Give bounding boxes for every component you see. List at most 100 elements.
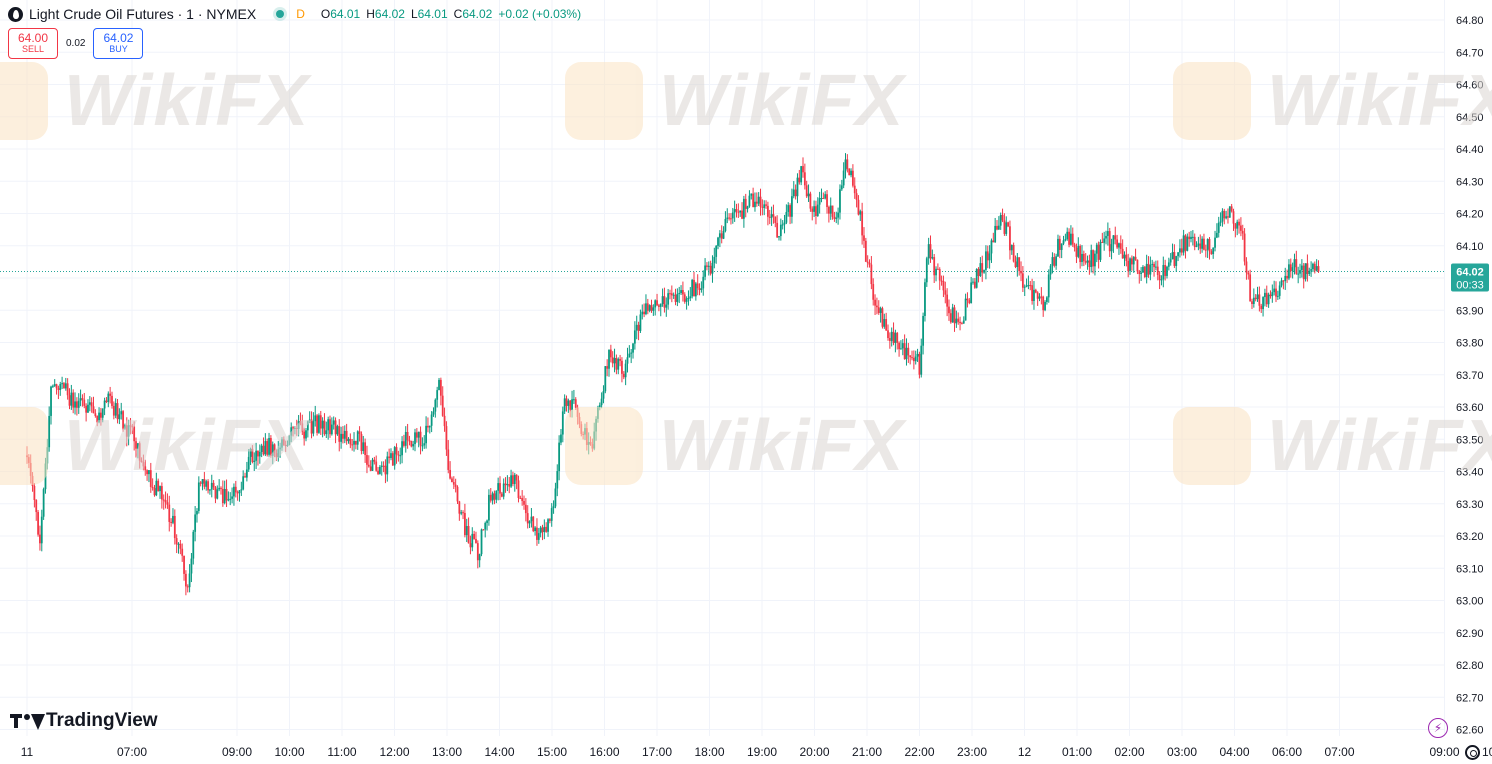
candle bbox=[1068, 228, 1070, 248]
candle-body bbox=[994, 225, 997, 243]
candle bbox=[151, 478, 154, 491]
candle-body bbox=[316, 415, 318, 433]
candle bbox=[909, 355, 912, 365]
candle-body bbox=[742, 198, 745, 219]
candle bbox=[1291, 262, 1294, 279]
candle bbox=[755, 192, 758, 207]
candle bbox=[1232, 208, 1235, 231]
candle bbox=[1014, 255, 1017, 269]
candle-body bbox=[694, 283, 697, 297]
buy-button[interactable]: 64.02 BUY bbox=[93, 28, 144, 59]
sell-label: SELL bbox=[21, 44, 45, 55]
candle bbox=[1197, 236, 1200, 251]
candle bbox=[338, 419, 341, 452]
candle bbox=[253, 452, 256, 472]
candle-body bbox=[985, 251, 987, 270]
candle bbox=[1149, 256, 1152, 281]
candle bbox=[1293, 253, 1296, 275]
candle bbox=[532, 516, 535, 533]
candle bbox=[933, 253, 936, 284]
candle bbox=[155, 472, 158, 497]
tradingview-brand[interactable]: TradingView bbox=[10, 710, 158, 732]
candle-body bbox=[624, 363, 627, 378]
close-label: C bbox=[453, 7, 463, 21]
gear-icon[interactable] bbox=[1465, 745, 1480, 760]
candle bbox=[744, 193, 747, 218]
candle bbox=[199, 481, 202, 487]
candle-body bbox=[1060, 243, 1063, 250]
candle bbox=[506, 475, 509, 492]
candle bbox=[1112, 235, 1115, 253]
candle bbox=[421, 437, 424, 452]
candle bbox=[122, 410, 124, 432]
candle bbox=[177, 542, 180, 554]
candle bbox=[639, 309, 642, 333]
candle-body bbox=[826, 194, 828, 208]
candle bbox=[190, 553, 193, 583]
symbol-logo-icon[interactable] bbox=[8, 6, 23, 22]
candle-body bbox=[955, 318, 958, 324]
candle-body bbox=[325, 430, 328, 435]
candle bbox=[1256, 286, 1259, 302]
candle bbox=[471, 527, 474, 552]
candle bbox=[268, 432, 270, 457]
candle bbox=[1184, 234, 1187, 259]
candle-body bbox=[50, 386, 52, 416]
candle-body bbox=[264, 441, 267, 455]
candle-body bbox=[1210, 251, 1213, 255]
candle bbox=[168, 495, 171, 532]
candle bbox=[983, 269, 985, 274]
sell-button[interactable]: 64.00 SELL bbox=[8, 28, 58, 59]
candle-body bbox=[74, 401, 76, 408]
candle bbox=[818, 191, 821, 214]
candle bbox=[1138, 269, 1141, 284]
resolution-badge[interactable]: D bbox=[296, 7, 305, 21]
candle-body bbox=[223, 488, 226, 504]
candle-body bbox=[306, 421, 309, 431]
candle bbox=[1273, 280, 1276, 296]
candle-body bbox=[319, 415, 322, 429]
candle-body bbox=[611, 357, 614, 364]
candle-body bbox=[693, 279, 695, 297]
candle bbox=[510, 469, 512, 488]
candle bbox=[811, 206, 814, 221]
lightning-bolt-icon[interactable]: ⚡ bbox=[1428, 718, 1448, 738]
candle bbox=[925, 256, 928, 287]
candle bbox=[868, 259, 871, 268]
candle bbox=[1217, 216, 1220, 238]
candle bbox=[1060, 243, 1063, 259]
candle bbox=[423, 435, 426, 449]
candle-body bbox=[752, 193, 755, 208]
candle bbox=[384, 459, 387, 484]
candle-body bbox=[1084, 261, 1087, 263]
price-axis[interactable]: 64.80 64.70 64.60 64.50 64.40 64.30 64.20 64.10… bbox=[1456, 15, 1484, 737]
time-axis[interactable]: 11 07:00 09:00 10:00 11:00 12:00 13:00 14:00 15:… bbox=[21, 745, 1492, 759]
candle-body bbox=[449, 469, 452, 479]
low-label: L bbox=[410, 7, 418, 21]
candle bbox=[615, 354, 618, 375]
candle-body bbox=[911, 357, 913, 359]
y-tick-label: 64.50 bbox=[1456, 112, 1484, 124]
candle-body bbox=[240, 489, 243, 491]
candle-body bbox=[1271, 292, 1274, 297]
candle bbox=[1236, 219, 1239, 236]
candle bbox=[737, 203, 740, 219]
candle bbox=[1162, 256, 1165, 288]
y-tick-label: 63.80 bbox=[1456, 338, 1484, 350]
candle bbox=[720, 225, 723, 244]
candle bbox=[870, 256, 873, 290]
candle bbox=[1204, 244, 1207, 258]
candle bbox=[779, 218, 782, 241]
candle-body bbox=[920, 345, 923, 375]
buy-label: BUY bbox=[109, 44, 128, 55]
candle bbox=[617, 357, 620, 375]
candle bbox=[1003, 213, 1006, 236]
candle-body bbox=[521, 498, 524, 502]
candle-body bbox=[1031, 285, 1034, 301]
candle bbox=[670, 285, 673, 303]
symbol-title[interactable]: Light Crude Oil Futures · 1 · NYMEX bbox=[29, 6, 257, 22]
market-status-dot-icon[interactable] bbox=[276, 10, 285, 18]
candle-body bbox=[622, 373, 625, 378]
